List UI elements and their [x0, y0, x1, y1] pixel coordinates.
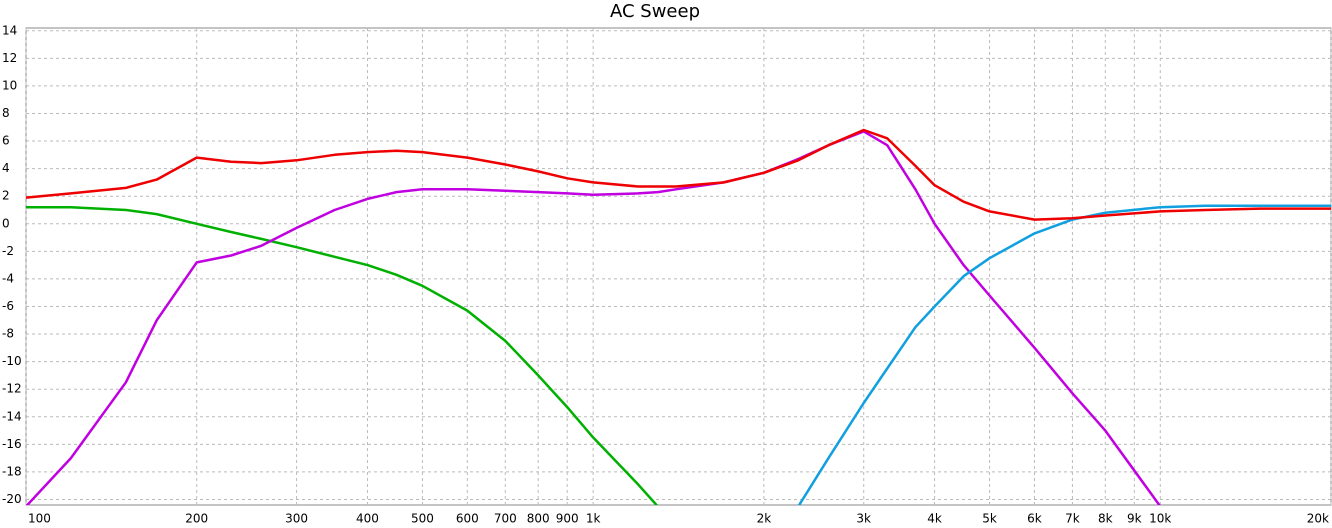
plot-frame — [25, 27, 1332, 506]
y-tick-label: 14 — [2, 23, 17, 37]
x-tick-label: 4k — [927, 512, 942, 526]
y-tick-label: 12 — [2, 51, 17, 65]
y-tick-label: -18 — [2, 464, 22, 478]
y-tick-label: -16 — [2, 437, 22, 451]
y-tick-label: -8 — [2, 327, 14, 341]
y-tick-label: -20 — [2, 492, 22, 506]
y-tick-label: -12 — [2, 382, 22, 396]
grid — [25, 28, 1332, 505]
x-tick-label: 10k — [1149, 512, 1171, 526]
x-tick-label: 20k — [1307, 512, 1329, 526]
x-tick-label: 2k — [757, 512, 772, 526]
y-tick-label: -4 — [2, 271, 14, 285]
x-tick-label: 500 — [411, 512, 434, 526]
x-tick-label: 8k — [1098, 512, 1113, 526]
lines — [26, 128, 1331, 505]
x-tick-label: 600 — [456, 512, 479, 526]
y-tick-label: -14 — [2, 409, 22, 423]
x-tick-label: 300 — [285, 512, 308, 526]
y-tick-label: 2 — [2, 189, 10, 203]
x-tick-label: 400 — [356, 512, 379, 526]
x-tick-label: 7k — [1065, 512, 1080, 526]
series-line — [26, 128, 1331, 221]
y-tick-label: 10 — [2, 78, 17, 92]
x-tick-label: 200 — [185, 512, 208, 526]
series-line — [26, 205, 659, 505]
y-tick-label: 6 — [2, 134, 10, 148]
y-tick-label: 0 — [2, 216, 10, 230]
x-tick-label: 800 — [527, 512, 550, 526]
y-tick-label: 4 — [2, 161, 10, 175]
y-tick-label: -10 — [2, 354, 22, 368]
series-line — [26, 130, 1161, 505]
x-tick-label: 1k — [586, 512, 601, 526]
x-tick-label: 6k — [1027, 512, 1042, 526]
series-line — [797, 204, 1331, 505]
chart-title: AC Sweep — [610, 1, 700, 22]
y-tick-label: -6 — [2, 299, 14, 313]
x-tick-label: 900 — [556, 512, 579, 526]
x-tick-label: 3k — [856, 512, 871, 526]
x-tick-label: 100 — [28, 512, 51, 526]
x-tick-label: 9k — [1127, 512, 1142, 526]
y-tick-label: -2 — [2, 244, 14, 258]
y-tick-label: 8 — [2, 106, 10, 120]
x-tick-label: 700 — [494, 512, 517, 526]
x-tick-label: 5k — [982, 512, 997, 526]
